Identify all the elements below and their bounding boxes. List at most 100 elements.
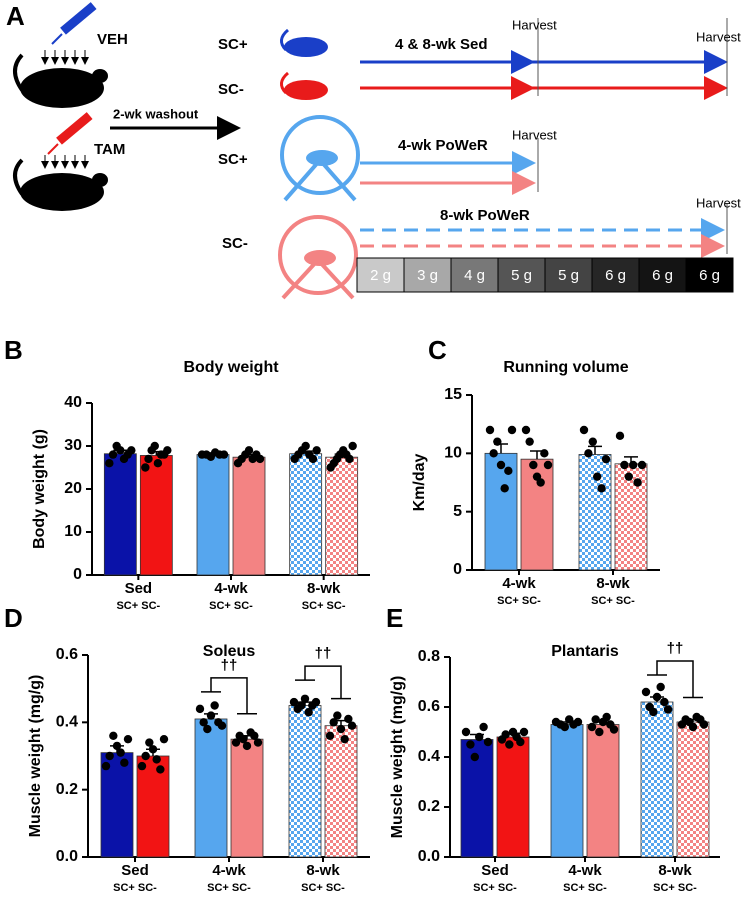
data-point — [345, 454, 354, 464]
data-point — [325, 731, 335, 740]
significance-label: †† — [221, 657, 238, 674]
panel-a: A VEH 2-wk washout TAM SC+ SC- SC+ SC- 4… — [6, 1, 741, 300]
data-point — [137, 761, 147, 771]
data-point — [516, 737, 525, 747]
data-point — [519, 727, 529, 737]
group-sublabel: SC+ SC- — [113, 882, 157, 894]
data-point — [255, 454, 265, 464]
load-box — [497, 257, 546, 293]
data-point — [195, 704, 205, 714]
group-label: Sed — [481, 862, 509, 879]
data-point — [127, 446, 136, 455]
data-point — [152, 755, 161, 764]
y-tick-label: 0 — [453, 561, 462, 578]
significance-label: †† — [315, 645, 332, 662]
load-box — [450, 257, 499, 293]
data-point — [624, 472, 633, 481]
data-point — [602, 712, 611, 722]
data-point — [489, 449, 498, 458]
data-point — [479, 722, 488, 732]
load-box — [544, 257, 593, 293]
data-point — [148, 745, 158, 754]
mouse — [13, 158, 108, 211]
bar — [194, 718, 228, 858]
syringe — [47, 112, 93, 155]
data-point — [333, 711, 342, 720]
data-point — [308, 454, 318, 464]
y-tick-label: 0.6 — [56, 646, 78, 663]
data-point — [141, 751, 150, 761]
data-point — [579, 425, 589, 435]
load-label: 5 g — [511, 267, 532, 284]
group-label: 8-wk — [307, 580, 341, 597]
timeline-label: 4-wk PoWeR — [398, 137, 488, 154]
data-point — [601, 454, 611, 464]
y-axis-label: Muscle weight (mg/g) — [389, 676, 406, 839]
data-point — [210, 701, 219, 710]
timeline-label: 4 & 8-wk Sed — [395, 36, 488, 53]
bar — [289, 453, 323, 576]
injection-arrows — [41, 50, 89, 65]
data-point — [206, 711, 216, 720]
data-point — [588, 437, 597, 446]
data-point — [633, 478, 642, 487]
data-point — [593, 472, 602, 481]
y-tick-label: 10 — [444, 445, 462, 462]
data-point — [485, 425, 495, 435]
group-sublabel: SC+ SC- — [302, 600, 346, 612]
data-point — [500, 484, 509, 493]
panel-label: C — [428, 335, 447, 365]
load-label: 5 g — [558, 267, 579, 284]
data-point — [615, 431, 625, 441]
load-box — [685, 257, 734, 293]
bar — [232, 456, 266, 576]
y-tick-label: 0.6 — [418, 698, 440, 715]
data-point — [145, 738, 154, 747]
data-point — [573, 717, 583, 727]
data-point — [560, 722, 569, 732]
data-point — [493, 437, 502, 446]
group-sublabel: SC+ SC- — [563, 882, 607, 894]
data-point — [543, 460, 553, 470]
data-point — [483, 737, 493, 747]
wheel — [278, 215, 358, 300]
data-point — [101, 761, 111, 771]
y-axis-label: Body weight (g) — [31, 429, 48, 549]
y-tick-label: 0.2 — [418, 798, 440, 815]
panel-label: D — [4, 603, 23, 633]
data-point — [105, 751, 114, 761]
data-point — [116, 446, 125, 455]
data-point — [336, 724, 346, 734]
bar — [325, 456, 359, 576]
y-tick-label: 0.4 — [418, 748, 440, 765]
data-point — [253, 738, 263, 747]
data-point — [163, 446, 172, 455]
data-point — [105, 459, 114, 468]
group-sublabel: SC+ SC- — [497, 595, 541, 607]
data-point — [649, 707, 658, 717]
load-box — [356, 257, 405, 293]
bar — [288, 705, 322, 858]
group-label: SC+ — [218, 36, 248, 53]
y-tick-label: 0.0 — [56, 848, 78, 865]
data-point — [529, 460, 538, 470]
data-point — [250, 731, 259, 740]
harvest-label: Harvest — [696, 195, 741, 210]
panel-label: B — [4, 335, 23, 365]
panel-label: A — [6, 1, 25, 31]
data-point — [629, 460, 638, 470]
group-label: 8-wk — [306, 862, 340, 879]
data-point — [587, 722, 597, 732]
injection-arrows — [41, 155, 89, 169]
data-point — [525, 437, 534, 446]
data-point — [660, 697, 669, 707]
y-tick-label: 0.8 — [418, 648, 440, 665]
group-sublabel: SC+ SC- — [591, 595, 635, 607]
data-point — [219, 450, 229, 459]
data-point — [153, 459, 163, 468]
load-label: 6 g — [652, 267, 673, 284]
data-point — [304, 708, 313, 717]
y-axis-label: Km/day — [411, 454, 428, 512]
mouse-icon — [280, 71, 328, 100]
